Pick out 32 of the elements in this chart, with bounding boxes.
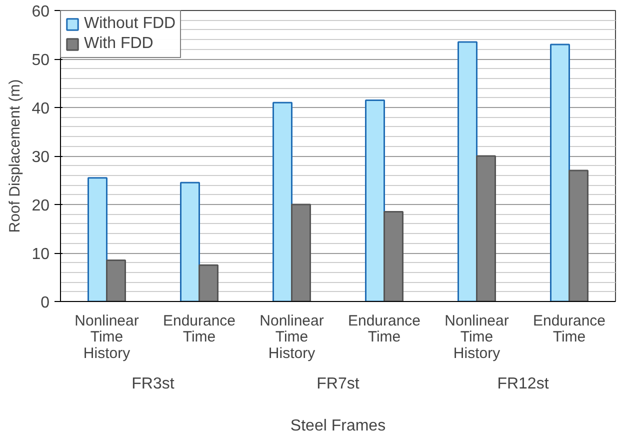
text: FR3st: [132, 376, 175, 392]
x-tick-label: Endurance Time: [162, 312, 236, 346]
text: FR7st: [316, 376, 360, 392]
y-tick-label: 0: [40, 294, 50, 312]
y-tick-label: 60: [32, 4, 50, 20]
x-tick-label: Nonlinear Time History: [260, 312, 324, 362]
x-tick-label: Nonlinear Time History: [74, 312, 139, 362]
bar: [568, 170, 588, 302]
bar: [291, 204, 311, 302]
bar: [180, 182, 200, 302]
y-tick-label: 20: [32, 198, 50, 214]
bar: [88, 177, 108, 302]
bar: [106, 260, 126, 302]
y-axis-title: Roof Displacement (m): [6, 79, 24, 233]
legend-label: With FDD: [84, 35, 154, 53]
bar: [476, 155, 496, 302]
y-tick-label: 50: [32, 52, 50, 69]
y-tick-label: 10: [32, 246, 50, 263]
bar: [198, 264, 218, 302]
x-tick-label: Endurance Time: [348, 312, 421, 346]
y-tick-label: 40: [32, 100, 50, 118]
y-tick-label: 30: [32, 149, 50, 166]
bar: [384, 211, 404, 302]
text: FR12st: [497, 376, 550, 392]
x-tick-label: Endurance Time: [532, 312, 606, 346]
x-tick-label: Nonlinear Time History: [444, 312, 509, 362]
bar: [458, 41, 478, 302]
x-axis-title: Steel Frames: [290, 418, 386, 434]
bar: [272, 102, 292, 302]
bar: [550, 44, 570, 302]
bar: [365, 99, 385, 302]
legend-label: Without FDD: [84, 15, 176, 33]
